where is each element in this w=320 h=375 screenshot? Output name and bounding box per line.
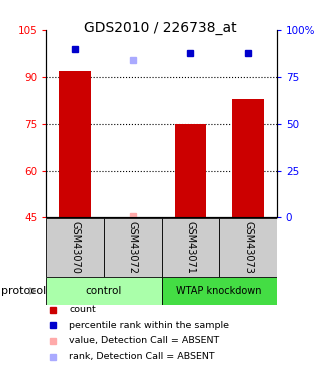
Text: count: count [69, 305, 96, 314]
Text: GSM43071: GSM43071 [185, 221, 196, 274]
Bar [46, 277, 162, 305]
Text: protocol: protocol [1, 286, 46, 296]
Bar [162, 217, 219, 277]
Text: GSM43070: GSM43070 [70, 221, 80, 274]
Text: percentile rank within the sample: percentile rank within the sample [69, 321, 229, 330]
Text: GSM43073: GSM43073 [243, 221, 253, 274]
Bar [232, 99, 264, 218]
Text: GSM43072: GSM43072 [128, 220, 138, 274]
Bar [104, 217, 162, 277]
Bar [46, 217, 104, 277]
Text: WTAP knockdown: WTAP knockdown [176, 286, 262, 296]
Bar [175, 124, 206, 218]
Text: rank, Detection Call = ABSENT: rank, Detection Call = ABSENT [69, 352, 215, 361]
Bar [162, 277, 277, 305]
Text: GDS2010 / 226738_at: GDS2010 / 226738_at [84, 21, 236, 34]
Bar [60, 70, 91, 217]
Text: value, Detection Call = ABSENT: value, Detection Call = ABSENT [69, 336, 220, 345]
Bar [219, 217, 277, 277]
Text: control: control [86, 286, 122, 296]
